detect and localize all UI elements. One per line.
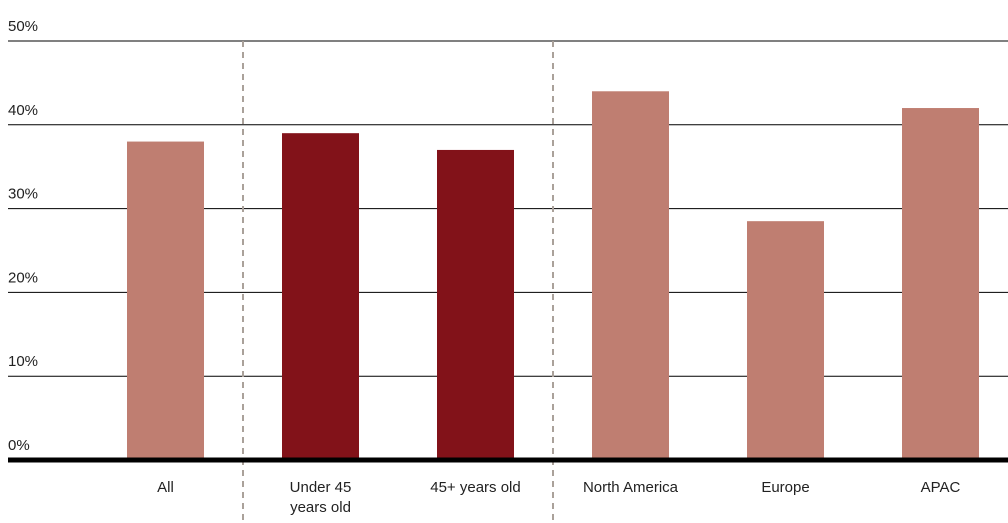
category-label: APAC (921, 479, 961, 496)
category-label: North America (583, 479, 679, 496)
y-tick-labels: 0% 10% 20% 30% 40% 50% (8, 18, 38, 454)
bars (127, 91, 979, 460)
bar (592, 91, 669, 460)
y-tick-label: 50% (8, 18, 38, 35)
y-tick-label: 0% (8, 437, 30, 454)
y-tick-label: 20% (8, 269, 38, 286)
category-label: 45+ years old (430, 479, 520, 496)
y-tick-label: 40% (8, 102, 38, 119)
category-label: Under 45 years old (290, 479, 352, 516)
category-label: Europe (761, 479, 809, 496)
group-separators (242, 41, 554, 523)
y-tick-label: 10% (8, 353, 38, 370)
bar (747, 221, 824, 460)
bar (437, 149, 514, 460)
category-labels: All Under 45 years old 45+ years old North A… (157, 479, 960, 516)
bar (902, 108, 979, 460)
y-tick-label: 30% (8, 186, 38, 203)
bar (127, 141, 204, 460)
category-label: All (157, 479, 174, 496)
bar (282, 133, 359, 460)
